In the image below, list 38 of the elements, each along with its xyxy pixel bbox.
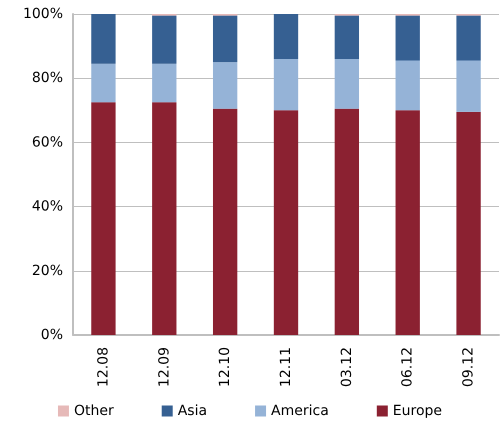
bar [274, 110, 298, 335]
bar [334, 108, 360, 335]
bar [274, 14, 298, 59]
y-tick-label: 80% [32, 70, 63, 86]
bar [212, 16, 238, 62]
y-tick-label: 0% [40, 327, 63, 343]
bar [212, 62, 238, 109]
bar [212, 108, 238, 335]
y-tick-label: 60% [32, 134, 63, 150]
bar [91, 102, 116, 335]
legend-label: Asia [178, 403, 208, 419]
bar [456, 16, 481, 61]
x-tick-label: 12.10 [217, 347, 234, 388]
bar [396, 16, 420, 61]
bar [91, 64, 116, 102]
legend-label: Other [74, 403, 114, 419]
x-tick-label: 12.08 [95, 347, 112, 388]
bar [334, 58, 360, 109]
y-tick-label: 20% [32, 262, 63, 279]
y-tick-label: 100% [22, 6, 63, 22]
bar [152, 64, 176, 102]
bar [152, 102, 176, 335]
bar [396, 60, 420, 110]
bar [152, 16, 176, 64]
bar [274, 58, 298, 110]
x-tick-label: 06.12 [400, 347, 416, 388]
bar [334, 16, 360, 59]
legend-label: Europe [392, 403, 442, 419]
bar [396, 110, 420, 335]
bar [456, 112, 481, 335]
legend-label: America [271, 403, 329, 419]
y-tick-label: 40% [32, 198, 63, 215]
x-tick-label: 03.12 [338, 347, 355, 388]
x-tick-label: 09.12 [460, 347, 477, 388]
bar [456, 60, 481, 112]
bar [91, 14, 116, 64]
x-tick-label: 12.11 [278, 347, 294, 388]
x-tick-label: 12.09 [156, 347, 172, 388]
